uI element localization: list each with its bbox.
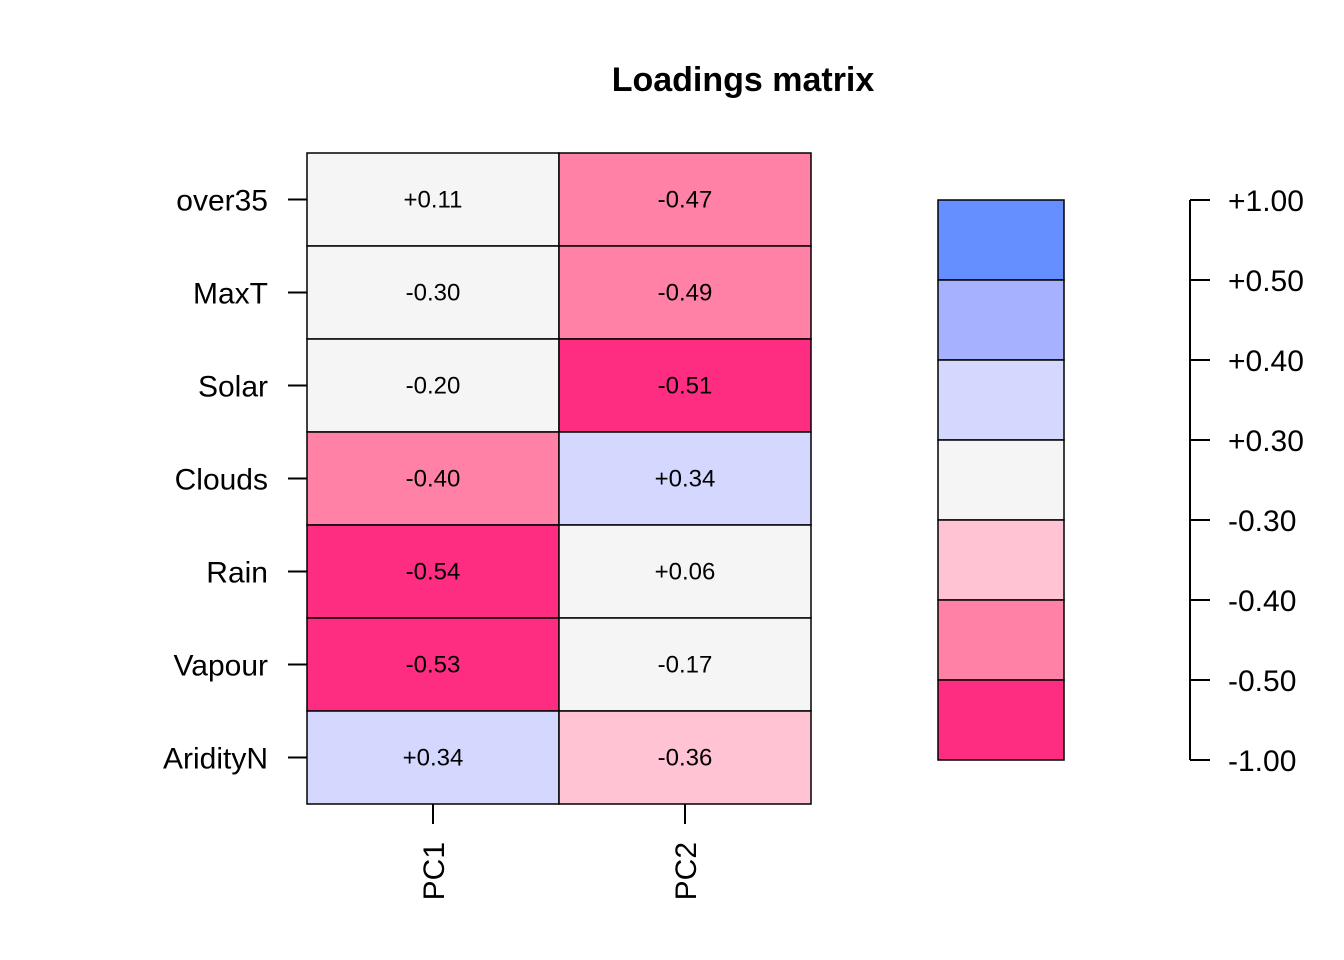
- row-label: Rain: [206, 557, 268, 590]
- row-label: Clouds: [175, 464, 268, 497]
- heatmap-cell: [558, 338, 812, 433]
- heatmap-cell: [306, 152, 560, 247]
- heatmap-cell: [558, 524, 812, 619]
- cell-value-label: -0.20: [406, 373, 461, 400]
- row-axis: over35 MaxT Solar Clouds Rain Vapour AridityN: [163, 185, 307, 776]
- color-scale-axis: +1.00 +0.50 +0.40 +0.30 -0.30 -0.40 -0.50 -1.00: [1189, 185, 1304, 778]
- cell-value-label: -0.49: [658, 280, 713, 307]
- cell-value-label: -0.40: [406, 466, 461, 493]
- row-label: Solar: [198, 371, 268, 404]
- cell-value-label: -0.53: [406, 652, 461, 679]
- scale-break-label: -0.40: [1228, 585, 1296, 618]
- scale-color-box: [937, 599, 1065, 681]
- column-axis: PC1 PC2: [418, 804, 703, 900]
- row-label: MaxT: [193, 278, 268, 311]
- color-scale-legend: [937, 199, 1065, 761]
- scale-color-box: [937, 359, 1065, 441]
- heatmap-cell: [558, 617, 812, 712]
- heatmap-cell: [306, 710, 560, 805]
- cell-value-label: +0.06: [655, 559, 716, 586]
- scale-break-label: +1.00: [1228, 185, 1304, 218]
- cell-value-label: +0.11: [404, 187, 463, 214]
- row-label: AridityN: [163, 743, 268, 776]
- heatmap-cell: [558, 710, 812, 805]
- column-label: PC1: [418, 842, 451, 900]
- heatmap-cell: [306, 338, 560, 433]
- scale-break-label: -1.00: [1228, 745, 1296, 778]
- cell-value-label: -0.47: [658, 187, 713, 214]
- scale-color-box: [937, 519, 1065, 601]
- heatmap-cell: [558, 431, 812, 526]
- scale-color-box: [937, 679, 1065, 761]
- heatmap-cells: +0.11 -0.47 -0.30 -0.49 -0.20 -0.51 -0.40 +0.34…: [306, 152, 812, 805]
- scale-break-label: +0.40: [1228, 345, 1304, 378]
- chart-title: Loadings matrix: [612, 61, 875, 99]
- heatmap-cell: [558, 152, 812, 247]
- cell-value-label: -0.36: [658, 745, 713, 772]
- heatmap-cell: [558, 245, 812, 340]
- cell-value-label: -0.54: [406, 559, 461, 586]
- heatmap-cell: [306, 245, 560, 340]
- scale-break-label: -0.50: [1228, 665, 1296, 698]
- cell-value-label: -0.30: [406, 280, 461, 307]
- cell-value-label: -0.17: [658, 652, 713, 679]
- scale-break-label: -0.30: [1228, 505, 1296, 538]
- scale-break-label: +0.30: [1228, 425, 1304, 458]
- cell-value-label: +0.34: [655, 466, 716, 493]
- row-label: over35: [176, 185, 268, 218]
- column-label: PC2: [670, 842, 703, 900]
- cell-value-label: +0.34: [403, 745, 464, 772]
- scale-color-box: [937, 199, 1065, 281]
- cell-value-label: -0.51: [658, 373, 713, 400]
- scale-break-label: +0.50: [1228, 265, 1304, 298]
- scale-color-box: [937, 279, 1065, 361]
- scale-color-box: [937, 439, 1065, 521]
- row-label: Vapour: [173, 650, 268, 683]
